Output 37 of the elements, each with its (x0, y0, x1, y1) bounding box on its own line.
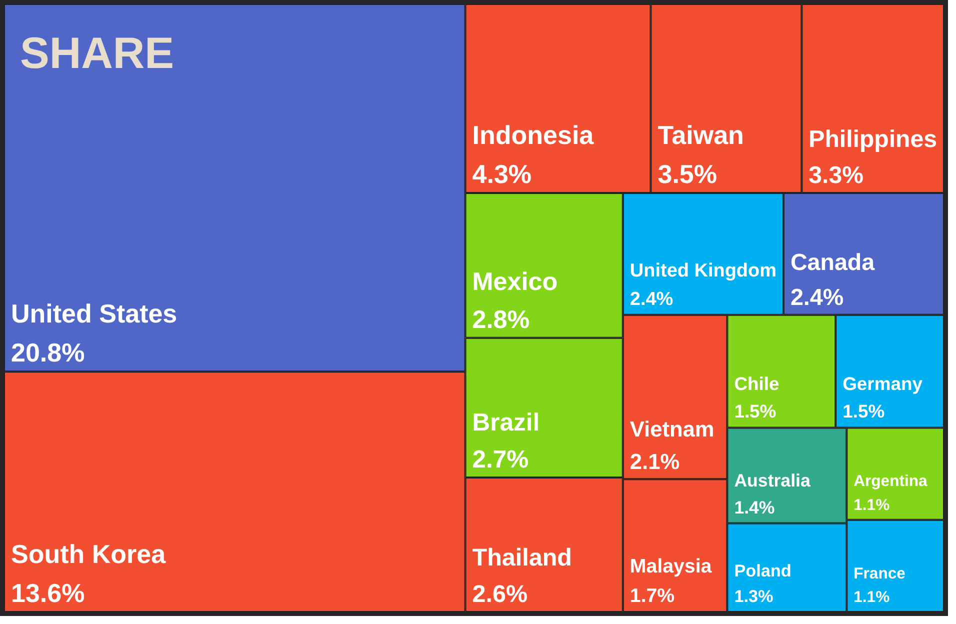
data-label: 1.1% (854, 589, 890, 606)
category-label: South Korea (11, 539, 166, 569)
data-label: 1.4% (734, 497, 775, 518)
data-label: 2.7% (472, 446, 529, 474)
category-label: France (854, 565, 906, 582)
data-label: 2.4% (630, 288, 674, 310)
data-label: 2.8% (472, 306, 530, 334)
data-label: 3.3% (808, 162, 864, 190)
data-label: 1.3% (734, 586, 774, 606)
data-label: 1.7% (630, 585, 675, 607)
category-label: Brazil (472, 409, 540, 436)
data-label: 2.4% (790, 284, 844, 310)
category-label: Germany (842, 373, 924, 394)
data-label: 1.5% (734, 400, 776, 422)
category-label: United Kingdom (630, 260, 777, 282)
data-label: 20.8% (11, 338, 85, 368)
category-label: Thailand (472, 544, 572, 572)
data-label: 1.5% (842, 400, 885, 422)
category-label: Taiwan (658, 120, 744, 150)
category-label: Vietnam (630, 416, 714, 442)
category-label: Philippines (808, 126, 937, 153)
data-label: 4.3% (472, 159, 532, 190)
category-label: Malaysia (630, 556, 713, 578)
data-label: 3.5% (658, 159, 717, 190)
category-label: Chile (734, 373, 780, 394)
category-label: Canada (790, 248, 876, 275)
category-label: Poland (734, 560, 792, 580)
category-label: Australia (734, 470, 812, 491)
data-label: 1.1% (854, 496, 890, 514)
category-label: Argentina (854, 473, 928, 490)
data-label: 13.6% (11, 578, 85, 608)
category-label: Indonesia (472, 120, 594, 150)
data-label: 2.6% (472, 581, 528, 608)
data-label: 2.1% (630, 449, 680, 474)
category-label: Mexico (472, 268, 558, 296)
text: SHARE (20, 29, 174, 78)
category-label: United States (11, 298, 178, 329)
